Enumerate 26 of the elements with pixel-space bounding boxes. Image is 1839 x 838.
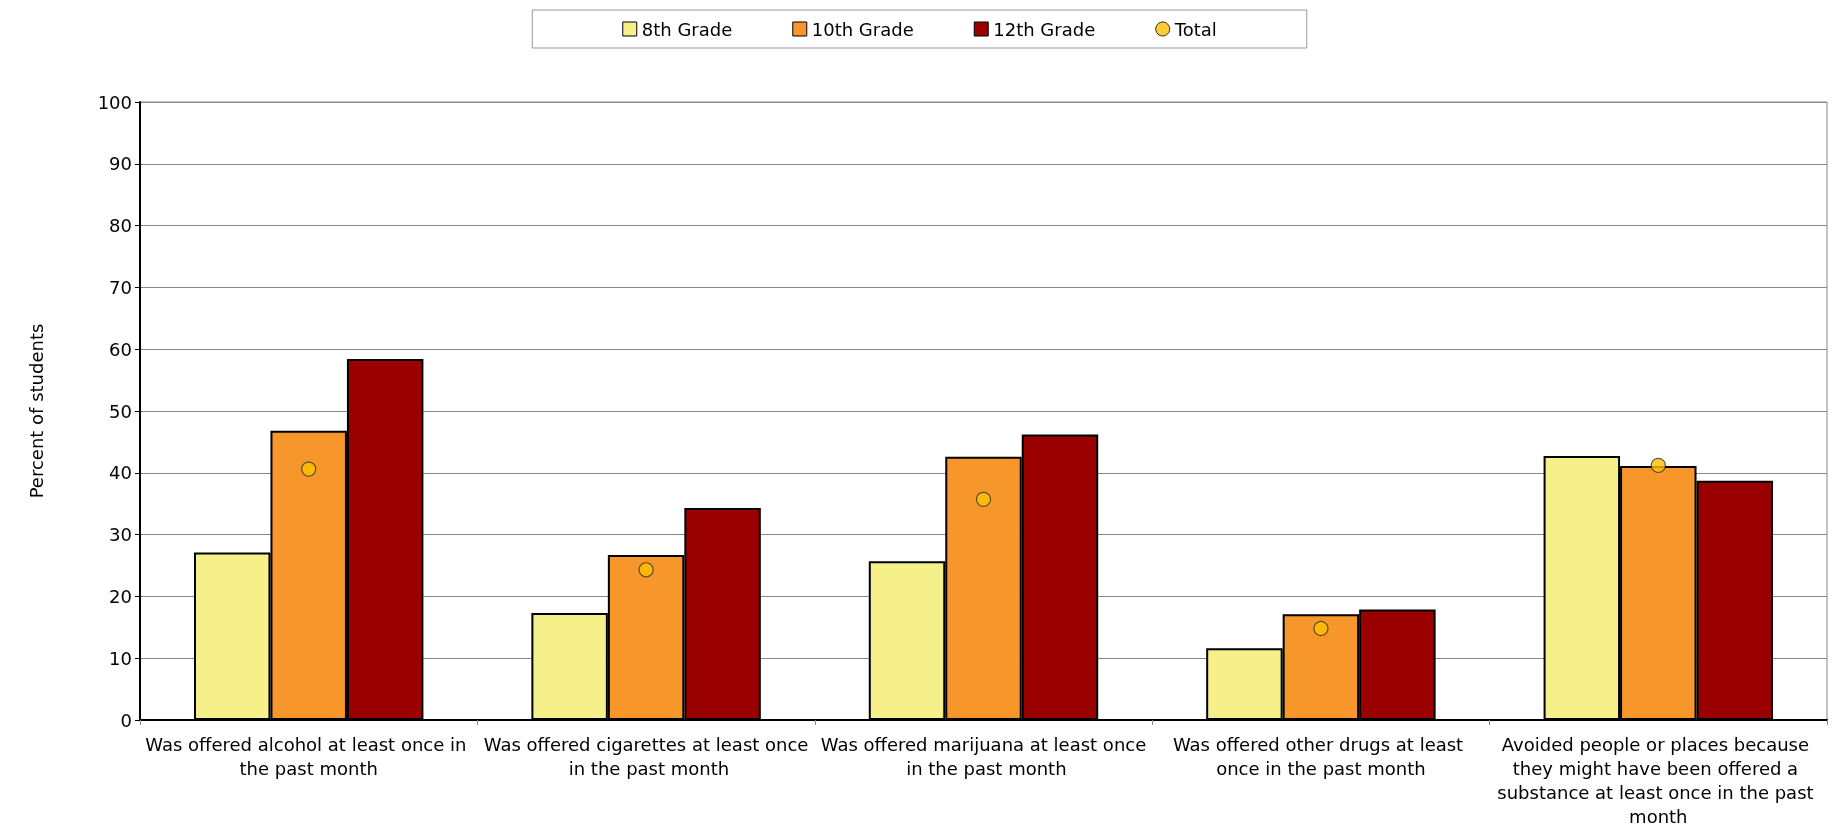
- x-tick-label: Was offered marijuana at least once in the past month: [820, 733, 1147, 779]
- point: [1650, 457, 1666, 473]
- y-tick-label: 30: [109, 524, 132, 546]
- y-tick-label: 10: [109, 647, 132, 669]
- legend-label: 12th Grade: [993, 18, 1096, 40]
- y-tick-label: 60: [109, 338, 132, 360]
- legend-label: 10th Grade: [811, 18, 914, 40]
- point: [638, 562, 654, 578]
- point: [1313, 620, 1329, 637]
- y-tick-label: 100: [97, 91, 132, 113]
- y-tick-label: 40: [109, 462, 132, 484]
- x-tick-label: Avoided people or places because they might have been offered a substance at least once in the past month: [1497, 733, 1820, 827]
- y-tick-label: 90: [109, 153, 132, 175]
- y-tick-label: 70: [109, 276, 132, 298]
- point: [301, 461, 317, 477]
- y-tick-label: 20: [109, 585, 132, 607]
- y-tick-label: 50: [109, 400, 132, 422]
- legend-label: Total: [1173, 18, 1217, 40]
- y-tick-label: 80: [109, 215, 132, 237]
- x-tick-label: Was offered other drugs at least once in the past month: [1172, 733, 1469, 779]
- legend-label: 8th Grade: [641, 18, 733, 40]
- point: [975, 491, 992, 507]
- y-tick-label: 0: [120, 709, 132, 731]
- y-axis-title: Percent of students: [25, 323, 47, 499]
- x-tick-label: Was offered alcohol at least once in the past month: [145, 733, 473, 779]
- x-tick-label: Was offered cigarettes at least once in the past month: [483, 733, 809, 779]
